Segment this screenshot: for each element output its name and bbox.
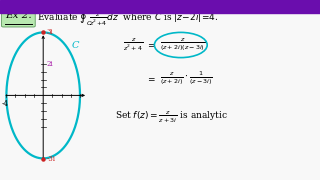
Text: $=$: $=$ <box>146 74 156 83</box>
Text: Evaluate $\oint_C\!\frac{z}{z^2\!+\!4}dz$  where $C$ is $|z\!-\!2i|\!=\!4$.: Evaluate $\oint_C\!\frac{z}{z^2\!+\!4}dz… <box>37 9 219 28</box>
Text: C: C <box>71 40 79 50</box>
Text: Ex 2.: Ex 2. <box>5 11 32 20</box>
Bar <box>0 0 320 13</box>
Text: $\frac{z}{(z+2i)(z-3i)}$: $\frac{z}{(z+2i)(z-3i)}$ <box>160 37 205 53</box>
Text: 3i: 3i <box>46 28 53 36</box>
FancyBboxPatch shape <box>2 7 35 27</box>
Text: 2i: 2i <box>46 60 53 68</box>
Text: -4: -4 <box>2 100 9 108</box>
Text: Set $f(z)=\frac{z}{z+3i}$ is analytic: Set $f(z)=\frac{z}{z+3i}$ is analytic <box>115 109 228 125</box>
Text: $=$: $=$ <box>146 40 156 50</box>
Text: $\frac{z}{(z+2i)}\cdot\frac{1}{(z-3i)}$: $\frac{z}{(z+2i)}\cdot\frac{1}{(z-3i)}$ <box>160 69 213 87</box>
Text: -3i: -3i <box>46 155 55 163</box>
Text: $\frac{z}{z^2+4}$: $\frac{z}{z^2+4}$ <box>123 37 144 53</box>
